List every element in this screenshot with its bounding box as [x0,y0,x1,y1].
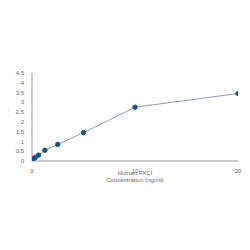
svg-text:3: 3 [21,99,25,105]
svg-text:0: 0 [21,158,25,164]
svg-text:10: 10 [132,168,139,174]
svg-text:OD: OD [8,107,9,117]
svg-text:1.5: 1.5 [16,129,25,135]
svg-text:4.5: 4.5 [16,70,25,76]
svg-text:2: 2 [21,119,25,125]
svg-text:0.5: 0.5 [16,148,25,154]
svg-text:0: 0 [30,168,34,174]
svg-text:3.5: 3.5 [16,90,25,96]
svg-text:20: 20 [235,168,242,174]
svg-text:1: 1 [21,139,25,145]
svg-text:2.5: 2.5 [16,109,25,115]
svg-text:4: 4 [21,80,25,86]
